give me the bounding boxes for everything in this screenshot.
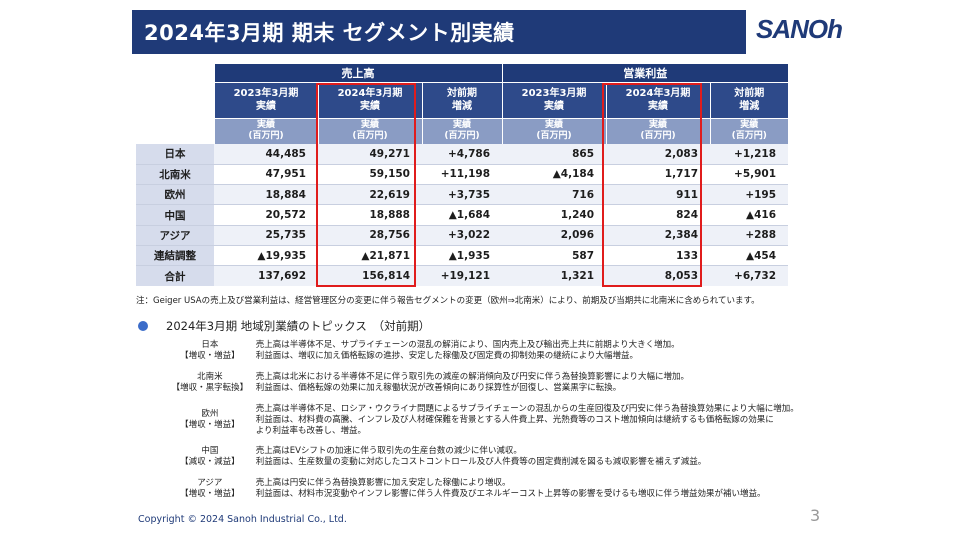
cell: ▲1,935 [422, 245, 503, 267]
topic-description: 売上高は半導体不足、サプライチェーンの混乱の解消により、国内売上及び輸出売上共に… [255, 340, 680, 361]
cell: +4,786 [422, 144, 503, 165]
unit-label: 実績 (百万円) [501, 117, 607, 144]
table-row: 北南米 47,951 59,150 +11,198 ▲4,184 1,717 +… [136, 164, 789, 186]
unit-label: 実績 (百万円) [317, 117, 422, 144]
cell: 49,271 [318, 144, 422, 165]
cell: 8,053 [606, 265, 711, 287]
page-number: 3 [810, 506, 821, 525]
header-operating-profit: 営業利益 [501, 64, 789, 82]
cell: ▲416 [710, 204, 789, 226]
cell: ▲4,184 [502, 164, 607, 186]
table-row: アジア 25,735 28,756 +3,022 2,096 2,384 +28… [136, 225, 789, 246]
unit-label: 実績 (百万円) [213, 117, 318, 144]
topics-heading: 2024年3月期 地域別業績のトピックス （対前期） [138, 318, 430, 334]
cell: +3,022 [422, 225, 503, 246]
cell: 2,384 [606, 225, 711, 246]
cell: +195 [710, 184, 789, 206]
topic-americas: 北南米 【増収・黒字転換】 売上高は北米における半導体不足に伴う取引先の減産の解消… [164, 372, 824, 394]
sanoh-logo: SANOh [756, 14, 843, 44]
topic-japan: 日本 【増収・増益】 売上高は半導体不足、サプライチェーンの混乱の解消により、国内… [164, 340, 824, 362]
cell: ▲21,871 [318, 245, 422, 267]
cell: 20,572 [214, 204, 318, 226]
header-op-curr: 2024年3月期 実績 [605, 81, 711, 118]
cell: +1,218 [710, 144, 789, 165]
topic-region: 日本 【増収・増益】 [180, 340, 240, 361]
topic-description: 売上高は北米における半導体不足に伴う取引先の減産の解消傾向及び円安に伴う為替換算… [255, 372, 690, 393]
cell: 18,884 [214, 184, 318, 206]
cell: +3,735 [422, 184, 503, 206]
topic-china: 中国 【減収・減益】 売上高はEVシフトの加速に伴う取引先の生産台数の減少に伴い減… [164, 446, 824, 468]
header-corner-mid [136, 82, 214, 118]
cell: 1,240 [502, 204, 607, 226]
cell: ▲454 [710, 245, 789, 267]
topic-region: アジア 【増収・増益】 [180, 478, 240, 499]
unit-label: 実績 (百万円) [605, 117, 711, 144]
topic-description: 売上高はEVシフトの加速に伴う取引先の生産台数の減少に伴い減収。 利益面は、生産数… [255, 446, 707, 467]
topic-region: 中国 【減収・減益】 [180, 446, 240, 467]
row-label: 合計 [136, 265, 214, 287]
unit-label: 実績 (百万円) [709, 117, 789, 144]
cell: 137,692 [214, 265, 318, 287]
cell: +11,198 [422, 164, 503, 186]
cell: 44,485 [214, 144, 318, 165]
footnote: 注：Geiger USAの売上及び営業利益は、経営管理区分の変更に伴う報告セグメ… [136, 296, 760, 306]
slide-title: 2024年3月期 期末 セグメント別実績 [132, 10, 746, 54]
topic-europe: 欧州 【増収・増益】 売上高は半導体不足、ロシア・ウクライナ問題によるサプライチェ… [164, 404, 824, 437]
header-op-diff: 対前期 増減 [709, 81, 789, 118]
cell: 2,096 [502, 225, 607, 246]
header-op-prev: 2023年3月期 実績 [501, 81, 607, 118]
cell: 18,888 [318, 204, 422, 226]
topic-description: 売上高は円安に伴う為替換算影響に加え安定した稼働により増収。 利益面は、材料市況変… [255, 478, 766, 499]
cell: +288 [710, 225, 789, 246]
table-row: 連結調整 ▲19,935 ▲21,871 ▲1,935 587 133 ▲454 [136, 245, 789, 267]
topic-asia: アジア 【増収・増益】 売上高は円安に伴う為替換算影響に加え安定した稼働により増収… [164, 478, 824, 500]
table-row: 欧州 18,884 22,619 +3,735 716 911 +195 [136, 184, 789, 206]
cell: +5,901 [710, 164, 789, 186]
cell: 865 [502, 144, 607, 165]
header-sales-curr: 2024年3月期 実績 [317, 81, 422, 118]
topic-description: 売上高は半導体不足、ロシア・ウクライナ問題によるサプライチェーンの混乱からの生産… [255, 404, 799, 436]
cell: 25,735 [214, 225, 318, 246]
cell: 156,814 [318, 265, 422, 287]
cell: 28,756 [318, 225, 422, 246]
topics-heading-text: 2024年3月期 地域別業績のトピックス （対前期） [166, 319, 431, 333]
row-label: アジア [136, 225, 214, 246]
topic-region: 欧州 【増収・増益】 [180, 409, 240, 430]
header-sales: 売上高 [213, 64, 503, 82]
table-row-total: 合計 137,692 156,814 +19,121 1,321 8,053 +… [136, 265, 789, 287]
cell: 1,717 [606, 164, 711, 186]
cell: ▲19,935 [214, 245, 318, 267]
header-sales-prev: 2023年3月期 実績 [213, 81, 318, 118]
cell: +19,121 [422, 265, 503, 287]
cell: 22,619 [318, 184, 422, 206]
row-label: 中国 [136, 204, 214, 226]
topic-region: 北南米 【増収・黒字転換】 [171, 372, 249, 393]
cell: 2,083 [606, 144, 711, 165]
cell: +6,732 [710, 265, 789, 287]
cell: 133 [606, 245, 711, 267]
row-label: 欧州 [136, 184, 214, 206]
row-label: 日本 [136, 144, 214, 165]
copyright-footer: Copyright © 2024 Sanoh Industrial Co., L… [138, 514, 347, 525]
table-row: 日本 44,485 49,271 +4,786 865 2,083 +1,218 [136, 144, 789, 165]
cell: 587 [502, 245, 607, 267]
cell: 59,150 [318, 164, 422, 186]
header-corner-unit [136, 118, 214, 144]
cell: 1,321 [502, 265, 607, 287]
header-sales-diff: 対前期 増減 [421, 81, 503, 118]
bullet-dot-icon [138, 321, 148, 331]
unit-label: 実績 (百万円) [421, 117, 503, 144]
cell: 911 [606, 184, 711, 206]
cell: 716 [502, 184, 607, 206]
segment-results-table: 売上高 営業利益 2023年3月期 実績 2024年3月期 実績 対前期 増減 202… [136, 64, 789, 287]
cell: 824 [606, 204, 711, 226]
row-label: 連結調整 [136, 245, 214, 267]
cell: 47,951 [214, 164, 318, 186]
table-row: 中国 20,572 18,888 ▲1,684 1,240 824 ▲416 [136, 204, 789, 226]
cell: ▲1,684 [422, 204, 503, 226]
header-corner [136, 64, 214, 82]
row-label: 北南米 [136, 164, 214, 186]
